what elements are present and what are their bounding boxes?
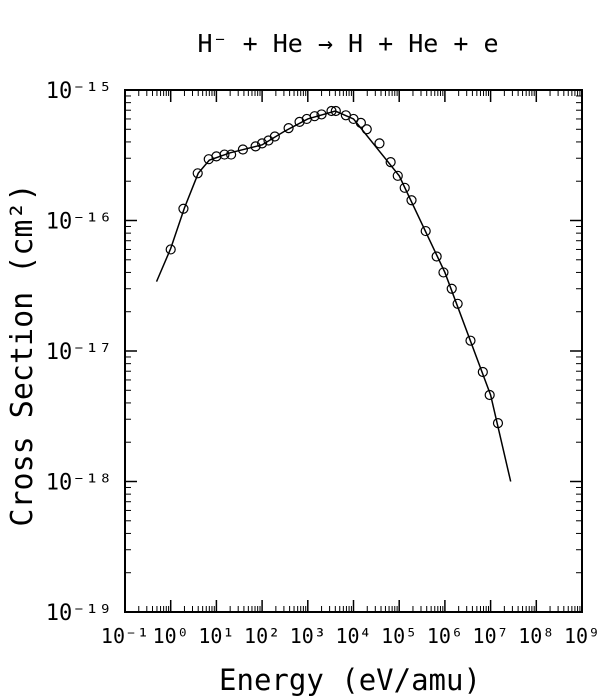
x-tick-label: 10⁸: [518, 624, 554, 648]
data-point: [294, 116, 305, 127]
y-tick-label: 10⁻¹⁵: [46, 79, 112, 104]
x-tick-label: 10⁻¹: [101, 624, 149, 648]
x-axis-label: Energy (eV/amu): [219, 663, 481, 696]
y-tick-label: 10⁻¹⁷: [46, 340, 112, 365]
y-tick-label: 10⁻¹⁹: [46, 601, 112, 626]
y-tick-label: 10⁻¹⁸: [46, 471, 112, 496]
data-point: [374, 138, 385, 149]
x-tick-label: 10¹: [198, 624, 234, 648]
x-tick-label: 10⁶: [427, 624, 463, 648]
data-point: [257, 138, 268, 149]
data-point: [178, 203, 189, 214]
data-point: [269, 131, 280, 142]
plot-frame: [124, 89, 583, 613]
data-point: [477, 366, 488, 378]
data-point: [219, 149, 230, 160]
data-point: [330, 105, 341, 117]
x-tick-label: 10⁰: [153, 624, 189, 648]
x-tick-label: 10³: [290, 624, 326, 648]
chart-title: H⁻ + He → H + He + e: [197, 29, 498, 58]
y-tick-label: 10⁻¹⁶: [46, 210, 112, 235]
data-point: [192, 168, 203, 179]
x-tick-label: 10⁷: [473, 624, 509, 648]
data-point: [283, 123, 294, 134]
data-point: [250, 141, 261, 152]
data-point: [399, 182, 410, 193]
data-point: [465, 335, 476, 346]
fit-line: [155, 110, 512, 482]
data-point: [392, 170, 403, 181]
data-point: [431, 251, 442, 262]
data-point: [406, 195, 417, 206]
data-point: [237, 144, 248, 155]
x-tick-label: 10⁹: [564, 624, 598, 648]
x-tick-label: 10²: [244, 624, 280, 648]
data-point: [446, 283, 457, 294]
x-tick-label: 10⁴: [335, 624, 371, 648]
y-axis-label: Cross Section (cm²): [5, 183, 40, 526]
data-point: [420, 225, 431, 237]
data-point: [385, 157, 396, 168]
x-tick-label: 10⁵: [381, 624, 417, 648]
data-point: [165, 244, 176, 255]
